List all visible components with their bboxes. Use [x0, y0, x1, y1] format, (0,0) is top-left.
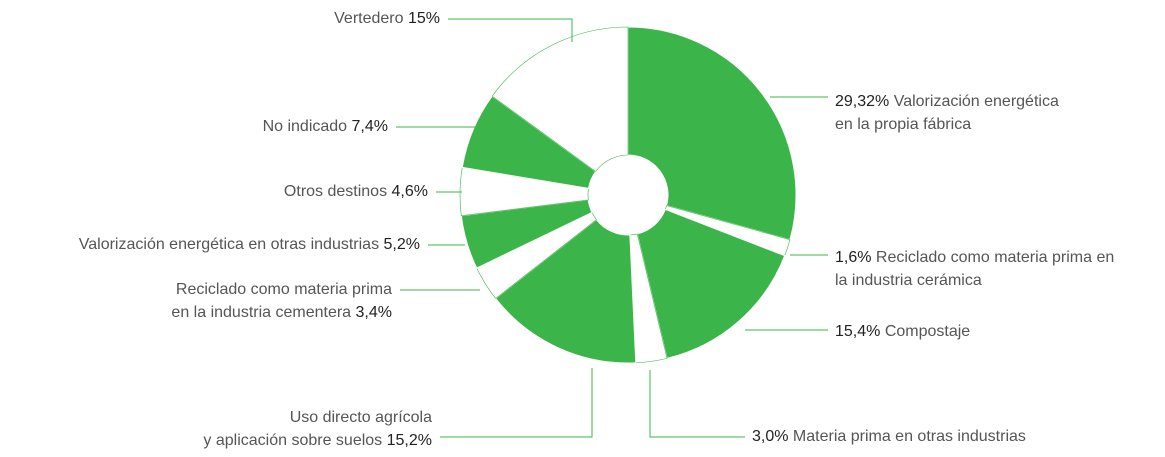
- category-label: Materia prima en otras industrias: [793, 428, 1026, 445]
- value-label: 4,6%: [392, 183, 428, 200]
- leader-line: [448, 18, 573, 42]
- slice-label: No indicado 7,4%: [263, 118, 388, 135]
- value-label: 29,32%: [835, 93, 889, 110]
- slice-label: y aplicación sobre suelos 15,2%: [203, 432, 432, 449]
- category-label: la industria cerámica: [835, 272, 982, 289]
- slice-label: 15,4% Compostaje: [835, 323, 970, 340]
- value-label: 5,2%: [384, 236, 420, 253]
- category-label: Vertedero: [334, 10, 403, 27]
- value-label: 3,0%: [752, 428, 788, 445]
- category-label: Reciclado como materia prima: [176, 281, 392, 298]
- value-label: 3,4%: [356, 304, 392, 321]
- slice-label: la industria cerámica: [835, 272, 982, 289]
- slice-label: 3,0% Materia prima en otras industrias: [752, 428, 1026, 445]
- value-label: 15,2%: [387, 432, 432, 449]
- category-label: Otros destinos: [284, 183, 387, 200]
- slice: [636, 208, 786, 359]
- leader-line: [440, 368, 593, 438]
- category-label: Reciclado como materia prima en: [876, 249, 1114, 266]
- slice-label: 29,32% Valorización energética: [835, 93, 1059, 110]
- slice-label: Otros destinos 4,6%: [284, 183, 428, 200]
- category-label: Compostaje: [885, 323, 970, 340]
- value-label: 15,4%: [835, 323, 880, 340]
- slice-label: Vertedero 15%: [334, 10, 440, 27]
- slice-label: Valorización energética en otras industr…: [79, 236, 420, 253]
- value-label: 15%: [408, 10, 440, 27]
- category-label: Valorización energética: [894, 93, 1059, 110]
- slice: [494, 218, 637, 364]
- value-label: 1,6%: [835, 249, 871, 266]
- slice-label: en la propia fábrica: [835, 116, 971, 133]
- category-label: en la industria cementera: [171, 304, 351, 321]
- slice-label: Reciclado como materia prima: [176, 281, 392, 298]
- category-label: en la propia fábrica: [835, 116, 971, 133]
- leader-line: [649, 370, 745, 438]
- slice: [491, 26, 629, 172]
- category-label: No indicado: [263, 118, 348, 135]
- value-label: 7,4%: [352, 118, 388, 135]
- slice: [627, 26, 797, 241]
- slice-label: 1,6% Reciclado como materia prima en: [835, 249, 1114, 266]
- slice-label: Uso directo agrícola: [290, 409, 432, 426]
- category-label: y aplicación sobre suelos: [203, 432, 382, 449]
- slice-label: en la industria cementera 3,4%: [171, 304, 392, 321]
- category-label: Valorización energética en otras industr…: [79, 236, 379, 253]
- category-label: Uso directo agrícola: [290, 409, 432, 426]
